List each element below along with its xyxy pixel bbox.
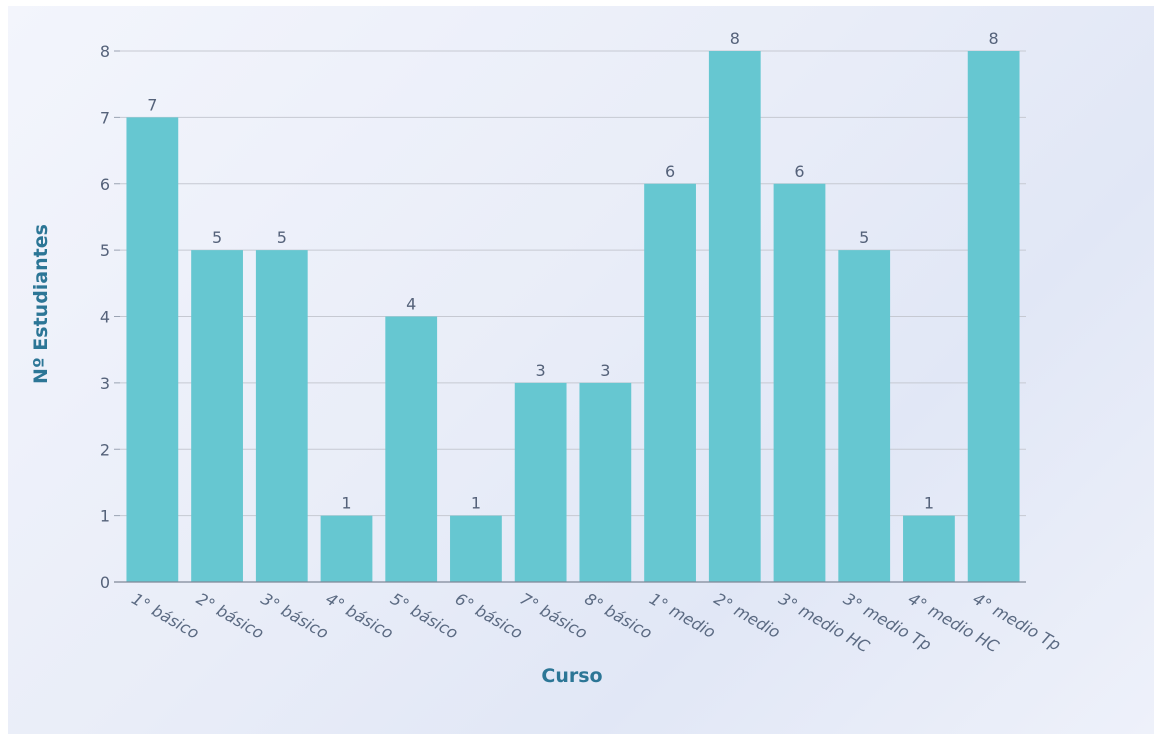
x-tick-label: 2° básico: [193, 589, 267, 643]
bar-value-label: 7: [147, 95, 157, 114]
bar: [191, 250, 243, 582]
bar: [320, 515, 373, 582]
bar-value-label: 6: [665, 162, 675, 181]
bar: [450, 515, 502, 582]
y-tick-label: 8: [100, 42, 110, 61]
bar-value-label: 5: [212, 228, 222, 247]
y-tick-label: 1: [100, 507, 110, 526]
y-tick-label: 3: [100, 374, 110, 393]
bar: [644, 183, 696, 582]
bar: [773, 183, 826, 582]
bar: [579, 382, 632, 582]
bar-value-label: 1: [471, 494, 481, 513]
y-tick-label: 6: [100, 175, 110, 194]
x-axis-title: Curso: [541, 665, 602, 687]
bar: [126, 117, 179, 582]
x-tick-label: 4° básico: [323, 589, 397, 643]
bar: [967, 51, 1020, 582]
bar: [838, 250, 891, 582]
x-tick-label: 6° básico: [452, 589, 526, 643]
bar: [903, 515, 955, 582]
x-tick-label: 1° básico: [128, 589, 202, 643]
x-tick-label: 1° medio: [646, 589, 719, 642]
y-tick-label: 4: [100, 308, 110, 327]
bar-value-label: 5: [859, 228, 869, 247]
y-tick-label: 5: [100, 241, 110, 260]
x-tick-label: 5° básico: [387, 589, 461, 643]
bar-value-label: 5: [277, 228, 287, 247]
bar-value-label: 8: [989, 29, 999, 48]
x-tick-label: 7° básico: [517, 589, 591, 643]
y-ticks: 0 1 2 3 4 5 6 7 8: [100, 42, 120, 592]
x-tick-label: 2° medio: [711, 589, 784, 642]
data-labels: 7 5 5 1 4 1 3 3 6 8 6 5 1 8: [147, 29, 998, 513]
y-tick-label: 2: [100, 440, 110, 459]
bars: [126, 51, 1020, 582]
bar-value-label: 4: [406, 295, 416, 314]
bar: [255, 250, 308, 582]
x-tick-label: 8° básico: [581, 589, 655, 643]
bar-value-label: 3: [600, 361, 610, 380]
bar-value-label: 1: [341, 494, 351, 513]
bar-value-label: 1: [924, 494, 934, 513]
x-tick-label: 3° básico: [258, 589, 332, 643]
bar: [708, 51, 761, 582]
chart-panel: 7 5 5 1 4 1 3 3 6 8 6 5 1 8 0 1 2 3 4 5 6 7 8 1° básico 2° bás…: [8, 6, 1154, 734]
bar: [385, 316, 438, 582]
bar-value-label: 8: [730, 29, 740, 48]
y-axis-title: Nº Estudiantes: [30, 224, 52, 384]
bar: [514, 382, 567, 582]
y-tick-label: 7: [100, 108, 110, 127]
bar-value-label: 6: [794, 162, 804, 181]
y-tick-label: 0: [100, 573, 110, 592]
bar-value-label: 3: [536, 361, 546, 380]
